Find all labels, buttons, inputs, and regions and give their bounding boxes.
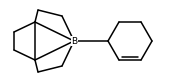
Text: B: B: [71, 36, 78, 46]
